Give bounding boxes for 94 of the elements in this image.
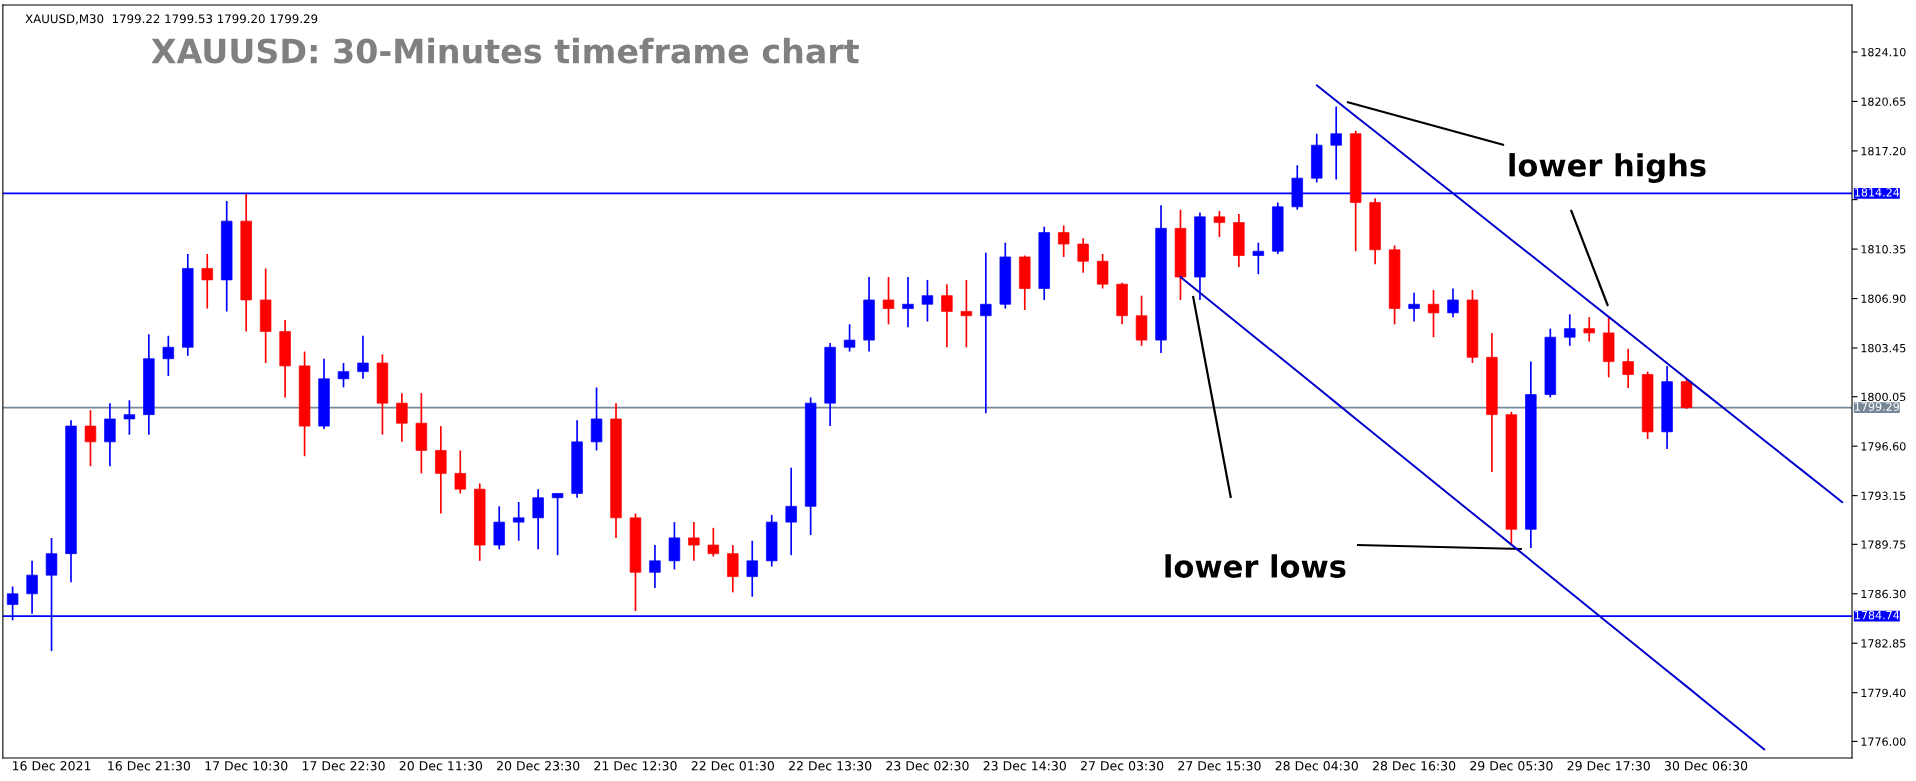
candlestick: [201, 253, 213, 310]
candlestick: [512, 501, 525, 542]
candlestick: [1330, 105, 1342, 181]
candlestick: [357, 334, 369, 380]
annotation: lower lows: [1165, 554, 1346, 578]
x-tick-label: 23 Dec 02:30: [886, 761, 969, 771]
candlestick: [1564, 313, 1576, 347]
candlestick: [415, 392, 428, 475]
candlestick: [1135, 294, 1148, 347]
annotation: lower highs: [1509, 153, 1706, 183]
x-tick-label: 28 Dec 16:30: [1372, 761, 1456, 771]
candlestick: [454, 449, 466, 495]
x-tick-label: 17 Dec 22:30: [302, 761, 385, 771]
candlestick: [863, 276, 875, 353]
candlestick: [1603, 316, 1615, 379]
candlestick: [668, 521, 681, 571]
x-tick-label: 29 Dec 05:30: [1470, 761, 1553, 771]
x-tick-label: 27 Dec 03:30: [1080, 761, 1164, 771]
y-tick-label: 1820.65: [1861, 97, 1906, 106]
text: XAUUSD: 30-Minutes timeframe chart: [151, 37, 859, 64]
candlestick: [318, 357, 330, 430]
ref-line-label: 1814.24: [1855, 188, 1900, 197]
y-tick-label: 1789.75: [1861, 540, 1906, 549]
candlestick: [298, 350, 311, 458]
x-tick-label: 23 Dec 14:30: [983, 761, 1066, 771]
y-tick-label: 1779.40: [1861, 688, 1906, 698]
candlestick: [551, 492, 564, 556]
candlestick: [376, 353, 389, 436]
candlestick: [1077, 237, 1089, 274]
ref-line-label: 1784.74: [1855, 610, 1900, 620]
candlestick: [1583, 316, 1595, 343]
x-tick-label: 30 Dec 06:30: [1664, 761, 1748, 771]
candlestick: [999, 241, 1011, 310]
x-tick-label: 22 Dec 13:30: [789, 761, 872, 771]
x-tick-label: 22 Dec 01:30: [691, 761, 774, 771]
y-tick-label: 1803.45: [1861, 343, 1906, 353]
candlestick: [590, 386, 603, 452]
candlestick: [688, 521, 700, 562]
x-tick-label: 29 Dec 17:30: [1567, 761, 1650, 771]
ref-line-label: 1799.29: [1855, 402, 1900, 411]
candlestick: [1057, 224, 1070, 258]
candlestick: [941, 283, 953, 349]
y-tick-label: 1796.60: [1861, 442, 1906, 451]
y-tick-label: 1793.15: [1861, 491, 1906, 500]
candlestick: [337, 362, 350, 389]
x-tick-label: 21 Dec 12:30: [594, 761, 677, 771]
candlestick: [882, 276, 895, 326]
candlestick: [1505, 410, 1518, 546]
candlestick: [785, 466, 797, 556]
candlestick: [1252, 241, 1265, 276]
candlestick: [1466, 289, 1479, 364]
candlestick: [84, 409, 97, 468]
x-tick-label: 28 Dec 04:30: [1275, 761, 1358, 771]
candlestick: [746, 539, 758, 598]
candlestick: [259, 267, 272, 364]
candlestick: [279, 319, 291, 399]
y-tick-label: 1800.05: [1861, 392, 1906, 402]
candlestick: [1213, 210, 1226, 238]
candlestick: [1427, 289, 1440, 339]
candlestick: [843, 323, 856, 353]
x-tick-label: 17 Dec 10:30: [205, 761, 288, 771]
candlestick: [629, 512, 642, 612]
y-tick-label: 1806.90: [1861, 294, 1906, 303]
candlestick: [1622, 347, 1634, 389]
y-tick-label: 1776.00: [1861, 737, 1906, 746]
candlestick: [493, 505, 505, 551]
candlestick: [1349, 130, 1362, 253]
x-tick-label: 20 Dec 11:30: [399, 761, 483, 771]
candlestick: [1680, 377, 1693, 410]
candlestick: [1641, 370, 1654, 440]
candlestick: [649, 544, 661, 589]
candlestick: [1447, 287, 1459, 318]
candlestick: [804, 396, 817, 536]
candlestick: [221, 200, 233, 313]
y-tick-label: 1810.35: [1861, 245, 1906, 254]
line-series: [1315, 84, 1844, 504]
x-tick-label: 27 Dec 15:30: [1178, 761, 1261, 771]
candlestick: [921, 279, 934, 323]
candlestick: [1388, 244, 1401, 326]
y-tick-label: 1782.85: [1861, 639, 1906, 648]
candlestick: [1174, 208, 1187, 301]
candlestick: [707, 527, 720, 558]
x-tick-label: 16 Dec 21:30: [108, 761, 191, 771]
annotation: XAUUSD,M30 1799.22 1799.53 1799.20 1799.29: [25, 14, 318, 25]
candlestick: [123, 399, 136, 436]
candlestick: [1019, 254, 1031, 311]
y-tick-label: 1817.20: [1861, 146, 1906, 156]
candlestick: [104, 402, 116, 468]
y-tick-label: 1786.30: [1861, 589, 1906, 599]
x-tick-label: 16 Dec 2021: [12, 761, 91, 771]
candlestick: [1096, 253, 1109, 290]
x-tick-label: 20 Dec 23:30: [497, 761, 580, 771]
y-tick-label: 1824.10: [1861, 47, 1906, 57]
candlestick: [960, 279, 973, 349]
